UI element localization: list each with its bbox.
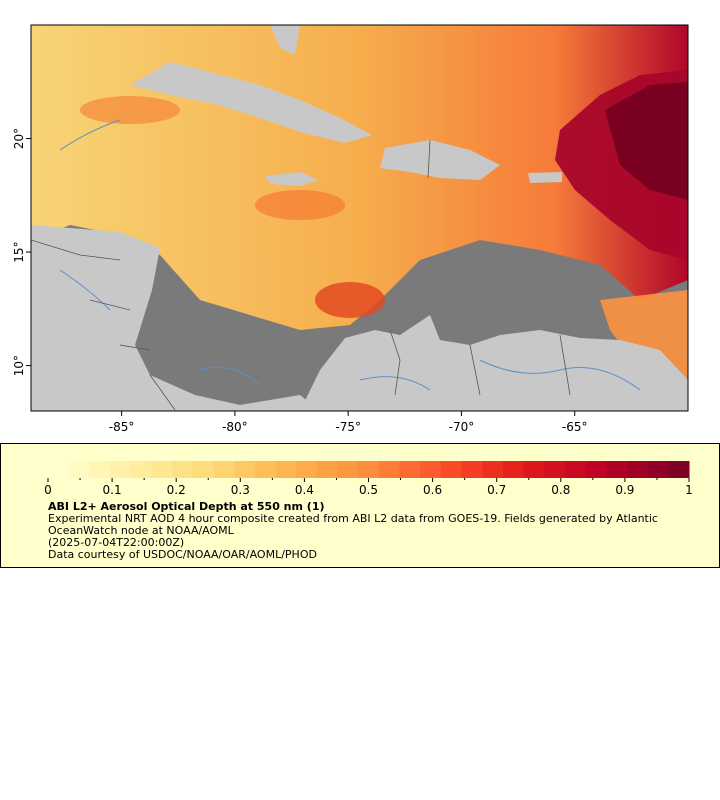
colorbar-bin	[192, 461, 214, 478]
y-tick-label: 10°	[12, 355, 26, 376]
aerosol-plume	[31, 25, 688, 330]
legend-title: ABI L2+ Aerosol Optical Depth at 550 nm …	[48, 500, 325, 513]
y-tick-label: 20°	[12, 128, 26, 149]
colorbar-bin	[626, 461, 649, 478]
colorbar-bin	[151, 461, 173, 478]
colorbar-bin	[110, 461, 132, 478]
colorbar-bin	[130, 461, 152, 478]
colorbar-tick-label: 0	[44, 483, 52, 497]
colorbar-bin	[668, 461, 690, 478]
colorbar-bin	[378, 461, 401, 478]
land-puerto-rico	[528, 172, 562, 183]
x-tick-label: -70°	[449, 420, 475, 434]
very-high-aod-core	[605, 82, 688, 200]
colorbar-bin	[523, 461, 545, 478]
colorbar-tick-label: 0.5	[359, 483, 378, 497]
x-tick-label: -75°	[335, 420, 361, 434]
legend-time: (2025-07-04T22:00:00Z)	[48, 536, 185, 549]
legend-box: 0 0.1 0.2 0.3 0.4 0.5 0.6 0.7 0.8 0.9 1 ABI L2+ Ae…	[0, 443, 720, 568]
colorbar-ticks: 0 0.1 0.2 0.3 0.4 0.5 0.6 0.7 0.8 0.9 1	[44, 478, 693, 497]
colorbar-bin	[213, 461, 235, 478]
colorbar-tick-label: 0.8	[551, 483, 570, 497]
colorbar-bin	[337, 461, 359, 478]
aod-patch-3	[80, 96, 180, 124]
colorbar-bin	[89, 461, 111, 478]
aod-patch-2	[255, 190, 345, 220]
land-florida	[270, 25, 300, 55]
colorbar-bins	[48, 461, 690, 478]
colorbar-bin	[420, 461, 442, 478]
colorbar-bin	[461, 461, 483, 478]
map-panel: -85° -80° -75° -70° -65° 20° 15° 10°	[12, 24, 689, 434]
colorbar-bin	[316, 461, 338, 478]
colorbar: 0 0.1 0.2 0.3 0.4 0.5 0.6 0.7 0.8 0.9 1	[44, 461, 693, 497]
x-tick-label: -80°	[222, 420, 248, 434]
colorbar-tick-label: 0.2	[167, 483, 186, 497]
colorbar-bin	[647, 461, 669, 478]
land-south-america	[300, 315, 688, 411]
country-borders	[31, 139, 571, 411]
land-cuba	[130, 62, 372, 143]
x-tick-label: -85°	[109, 420, 135, 434]
colorbar-bin	[172, 461, 194, 478]
colorbar-tick-label: 0.3	[231, 483, 250, 497]
colorbar-bin	[502, 461, 525, 478]
colorbar-tick-label: 0.4	[295, 483, 314, 497]
land-central-america	[31, 225, 320, 411]
colorbar-bin	[585, 461, 607, 478]
y-tick-label: 15°	[12, 241, 26, 262]
colorbar-bin	[234, 461, 256, 478]
land-hispaniola	[380, 140, 500, 180]
x-axis: -85° -80° -75° -70° -65°	[109, 411, 588, 434]
colorbar-tick-label: 0.6	[423, 483, 442, 497]
colorbar-bin	[564, 461, 587, 478]
colorbar-bin	[48, 461, 70, 478]
y-axis: 20° 15° 10°	[12, 128, 31, 376]
colorbar-tick-label: 0.9	[615, 483, 634, 497]
colorbar-tick-label: 0.1	[103, 483, 122, 497]
aod-map: -85° -80° -75° -70° -65° 20° 15° 10°	[12, 24, 689, 434]
colorbar-bin	[544, 461, 566, 478]
colorbar-tick-label: 0.7	[487, 483, 506, 497]
colorbar-bin	[275, 461, 297, 478]
colorbar-bin	[254, 461, 276, 478]
colorbar-tick-label: 1	[685, 483, 693, 497]
x-tick-label: -65°	[562, 420, 588, 434]
legend-description: Experimental NRT AOD 4 hour composite cr…	[48, 512, 658, 537]
map-frame	[30, 24, 689, 412]
land-jamaica	[265, 172, 318, 186]
colorbar-bin	[606, 461, 628, 478]
colorbar-bin	[440, 461, 463, 478]
colorbar-bin	[68, 461, 90, 478]
legend-credit: Data courtesy of USDOC/NOAA/OAR/AOML/PHO…	[48, 548, 317, 561]
colorbar-bin	[358, 461, 380, 478]
colorbar-bin	[482, 461, 504, 478]
colorbar-bin	[399, 461, 421, 478]
aod-patch-1	[315, 282, 385, 318]
colorbar-bin	[296, 461, 318, 478]
